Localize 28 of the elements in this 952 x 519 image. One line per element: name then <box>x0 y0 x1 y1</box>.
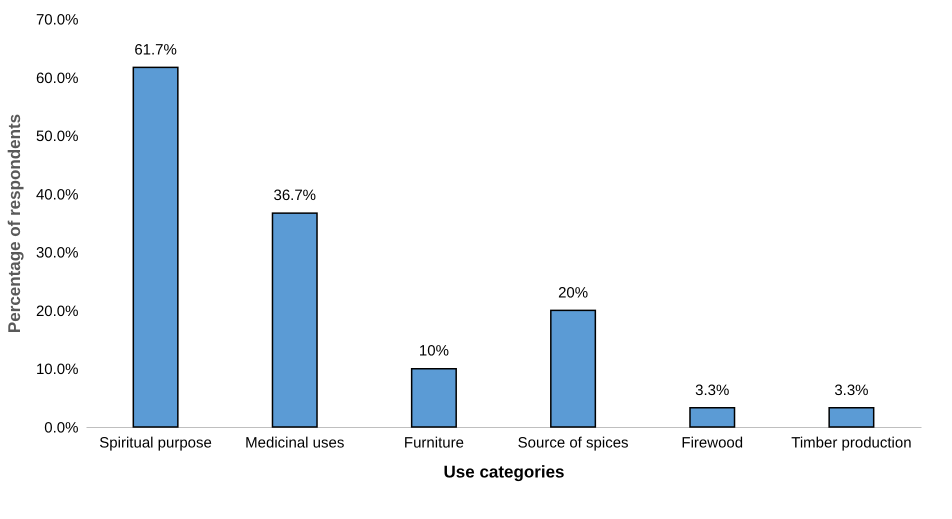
y-tick-label: 10.0% <box>36 361 78 378</box>
x-tick-label: Timber production <box>791 434 912 452</box>
y-tick-label: 40.0% <box>36 186 78 204</box>
x-axis-title: Use categories <box>444 462 564 482</box>
data-label: 10% <box>418 342 449 360</box>
y-tick-label: 50.0% <box>36 128 78 146</box>
data-label: 3.3% <box>834 382 869 399</box>
x-tick-label: Source of spices <box>518 434 629 452</box>
y-tick-label: 0.0% <box>44 420 78 436</box>
y-tick-label: 60.0% <box>36 70 78 87</box>
bar <box>132 66 179 428</box>
y-tick-label: 30.0% <box>36 244 78 262</box>
data-label: 61.7% <box>134 41 177 58</box>
y-tick-label: 20.0% <box>36 302 78 320</box>
bar <box>272 212 318 428</box>
bar <box>410 368 457 428</box>
bar <box>689 407 736 428</box>
bar <box>550 310 596 428</box>
data-label: 20% <box>558 284 588 302</box>
x-tick-label: Furniture <box>404 434 464 452</box>
y-axis-title: Percentage of respondents <box>4 114 24 334</box>
x-tick-label: Medicinal uses <box>245 434 344 452</box>
bar <box>828 407 874 428</box>
x-tick-label: Spiritual purpose <box>99 434 212 452</box>
data-label: 3.3% <box>695 382 730 399</box>
data-label: 36.7% <box>273 187 316 204</box>
x-tick-label: Firewood <box>681 434 744 452</box>
y-tick-label: 70.0% <box>36 12 78 28</box>
